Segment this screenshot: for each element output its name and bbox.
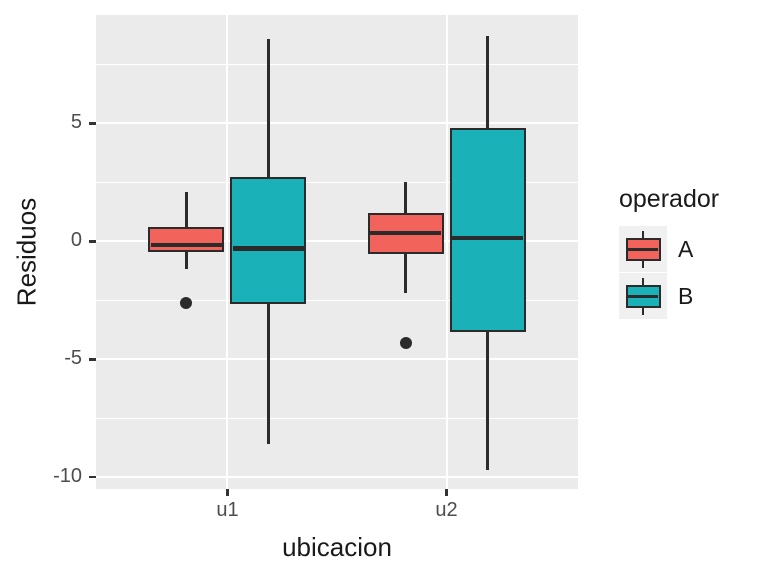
median-a-u1 bbox=[150, 242, 222, 248]
y-tick-label: -10 bbox=[53, 465, 82, 488]
outlier-a-u2 bbox=[399, 336, 412, 349]
x-tick-mark bbox=[226, 489, 229, 496]
y-gridline-major bbox=[96, 240, 578, 243]
y-gridline-major bbox=[96, 122, 578, 125]
y-tick-mark bbox=[89, 475, 96, 479]
median-b-u1 bbox=[232, 246, 304, 251]
x-gridline-major bbox=[226, 15, 229, 489]
y-gridline-major bbox=[96, 358, 578, 361]
y-gridline-minor bbox=[96, 64, 578, 66]
y-gridline-minor bbox=[96, 181, 578, 183]
y-gridline-minor bbox=[96, 299, 578, 301]
y-tick-label: 5 bbox=[70, 111, 82, 134]
y-axis-title: Residuos bbox=[11, 197, 42, 307]
legend-label-b: B bbox=[678, 283, 694, 309]
x-gridline-major bbox=[445, 15, 448, 489]
y-tick-mark bbox=[89, 358, 96, 361]
y-gridline-minor bbox=[96, 417, 578, 419]
box-b-u2 bbox=[449, 128, 526, 333]
y-gridline-major bbox=[96, 476, 578, 479]
box-b-u1 bbox=[230, 176, 307, 304]
y-tick-mark bbox=[89, 122, 96, 125]
legend-title: operador bbox=[619, 185, 720, 213]
median-b-u2 bbox=[452, 235, 524, 241]
x-tick-label: u1 bbox=[216, 499, 239, 521]
box-a-u1 bbox=[148, 227, 225, 252]
legend-label-a: A bbox=[678, 236, 694, 262]
y-tick-mark bbox=[89, 240, 96, 243]
y-tick-label: 0 bbox=[70, 229, 82, 252]
x-tick-mark bbox=[445, 489, 448, 496]
x-tick-label: u2 bbox=[435, 499, 458, 521]
y-tick-label: -5 bbox=[64, 347, 82, 370]
legend-key-median-b bbox=[628, 294, 658, 298]
median-a-u2 bbox=[370, 230, 442, 236]
legend-key-median-a bbox=[628, 247, 658, 251]
outlier-a-u1 bbox=[180, 296, 193, 309]
x-axis-title: ubicacion bbox=[282, 532, 392, 562]
